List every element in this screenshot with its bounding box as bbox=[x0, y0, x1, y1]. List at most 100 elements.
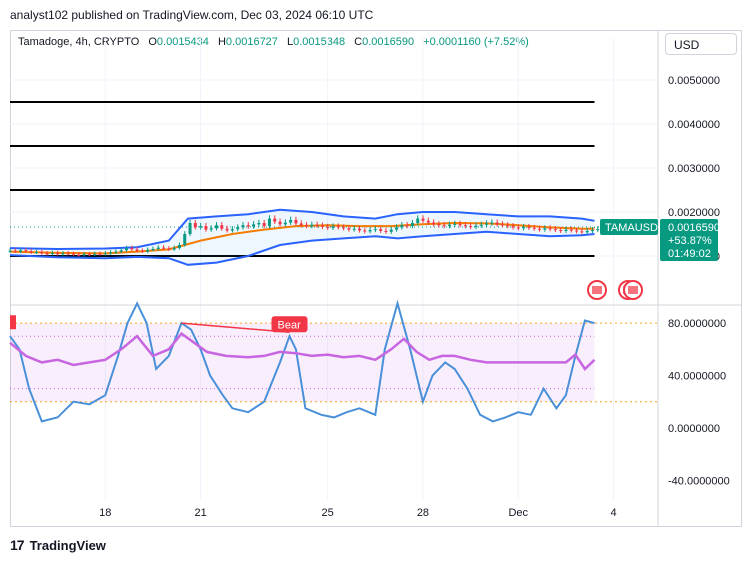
time-tick-3: 28 bbox=[417, 507, 429, 519]
candle-body-25 bbox=[140, 250, 144, 252]
candle-body-56 bbox=[305, 225, 309, 227]
price-badge: TAMAUSD 0.0016590+53.87%01:49:02 bbox=[600, 218, 720, 261]
candle-body-46 bbox=[252, 224, 256, 227]
candle-body-3 bbox=[24, 250, 28, 252]
candle-body-1 bbox=[13, 250, 17, 252]
symbol-tag: TAMAUSD bbox=[605, 222, 658, 234]
candle-body-12 bbox=[72, 253, 76, 255]
time-tick-2: 25 bbox=[322, 507, 334, 519]
candle-body-62 bbox=[336, 226, 340, 228]
candle-body-64 bbox=[347, 228, 351, 230]
stoch-d-line bbox=[9, 331, 596, 371]
candle-body-21 bbox=[119, 250, 123, 252]
candle-body-101 bbox=[543, 228, 547, 230]
candle-body-55 bbox=[299, 223, 303, 226]
candle-body-17 bbox=[98, 253, 102, 255]
publish-line: analyst102 published on TradingView.com,… bbox=[10, 8, 374, 22]
candle-body-22 bbox=[124, 248, 128, 251]
candle-body-10 bbox=[61, 253, 65, 255]
candle-body-5 bbox=[34, 252, 38, 254]
candle-body-75 bbox=[405, 225, 409, 227]
candle-body-28 bbox=[156, 247, 160, 249]
candle-body-26 bbox=[146, 249, 150, 252]
footer-brand-text: TradingView bbox=[29, 537, 106, 553]
candle-body-82 bbox=[442, 225, 446, 227]
candle-body-81 bbox=[437, 224, 441, 226]
candle-body-42 bbox=[230, 229, 234, 231]
candle-body-93 bbox=[500, 224, 504, 226]
price-tick-2: 0.0030000 bbox=[668, 163, 720, 175]
candle-body-106 bbox=[569, 229, 573, 231]
candle-body-18 bbox=[103, 253, 107, 255]
currency-selector[interactable]: USD bbox=[665, 33, 737, 55]
stochastic-pane: Bear bbox=[9, 299, 658, 423]
candle-body-91 bbox=[490, 222, 494, 224]
candle-body-45 bbox=[246, 225, 250, 227]
price-tag-value: 0.0016590 bbox=[668, 222, 720, 234]
high-label: H bbox=[217, 36, 226, 48]
candle-body-97 bbox=[522, 226, 526, 229]
candle-body-60 bbox=[326, 226, 330, 228]
candle-body-41 bbox=[225, 228, 229, 231]
candle-body-53 bbox=[289, 219, 293, 223]
candle-body-57 bbox=[310, 224, 314, 227]
candle-body-70 bbox=[379, 229, 383, 231]
candle-body-107 bbox=[575, 230, 579, 232]
bollinger-lower-line bbox=[9, 230, 595, 266]
candle-body-63 bbox=[342, 227, 346, 229]
candle-body-58 bbox=[315, 224, 319, 226]
candle-body-68 bbox=[368, 230, 372, 232]
price-tick-3: 0.0020000 bbox=[668, 207, 720, 219]
bollinger-upper-line bbox=[9, 208, 595, 251]
candle-body-108 bbox=[580, 231, 584, 233]
candle-body-59 bbox=[320, 225, 324, 227]
footer-brand[interactable]: 17 TradingView bbox=[10, 537, 106, 553]
us-flag-stripes-0 bbox=[592, 286, 602, 294]
candle-body-16 bbox=[93, 253, 97, 255]
price-grid bbox=[10, 30, 742, 527]
osc-tick-3: -40.0000000 bbox=[668, 475, 730, 487]
candle-body-80 bbox=[432, 222, 436, 225]
candle-body-61 bbox=[331, 226, 335, 228]
candle-body-43 bbox=[236, 227, 240, 230]
candle-body-111 bbox=[596, 229, 600, 231]
symbol-title[interactable]: Tamadoge, 4h, CRYPTO bbox=[18, 36, 140, 48]
left-marker bbox=[10, 315, 16, 330]
candle-body-96 bbox=[516, 227, 520, 229]
candle-body-49 bbox=[267, 218, 271, 227]
open-label: O bbox=[148, 36, 157, 48]
tradingview-logo-icon: 17 bbox=[10, 537, 25, 553]
chart-frame bbox=[10, 30, 742, 527]
change-value: +0.0001160 (+7.52%) bbox=[423, 36, 529, 48]
candle-body-89 bbox=[479, 224, 483, 226]
candle-body-92 bbox=[495, 222, 499, 225]
candle-body-74 bbox=[400, 225, 404, 228]
time-tick-1: 21 bbox=[194, 507, 206, 519]
ohlc-legend: Tamadoge, 4h, CRYPTO O0.0015434 H0.00167… bbox=[18, 36, 529, 48]
candle-body-39 bbox=[215, 225, 219, 229]
candle-body-44 bbox=[241, 225, 245, 228]
candle-body-40 bbox=[220, 225, 224, 229]
bear-label-bg bbox=[271, 316, 308, 333]
candle-body-78 bbox=[421, 218, 425, 221]
candle-body-20 bbox=[114, 251, 118, 253]
low-value: 0.0015348 bbox=[293, 36, 346, 48]
candle-body-24 bbox=[135, 249, 139, 251]
time-tick-4: Dec bbox=[508, 507, 528, 519]
price-tag-bg bbox=[660, 218, 718, 261]
candle-body-9 bbox=[56, 252, 60, 255]
osc-tick-1: 40.0000000 bbox=[668, 371, 726, 383]
candle-body-52 bbox=[283, 222, 287, 225]
time-tick-5: 4 bbox=[610, 507, 616, 519]
candle-body-65 bbox=[352, 228, 356, 230]
candle-body-35 bbox=[193, 223, 197, 228]
candle-body-94 bbox=[506, 225, 510, 227]
candle-body-48 bbox=[262, 223, 266, 227]
candle-body-33 bbox=[183, 234, 187, 245]
price-tag-change: +53.87% bbox=[668, 235, 712, 247]
candle-body-27 bbox=[151, 248, 155, 250]
time-axis: 18 21 25 28 Dec 4 bbox=[99, 507, 616, 519]
candle-body-71 bbox=[384, 230, 388, 232]
candle-body-104 bbox=[559, 230, 563, 232]
